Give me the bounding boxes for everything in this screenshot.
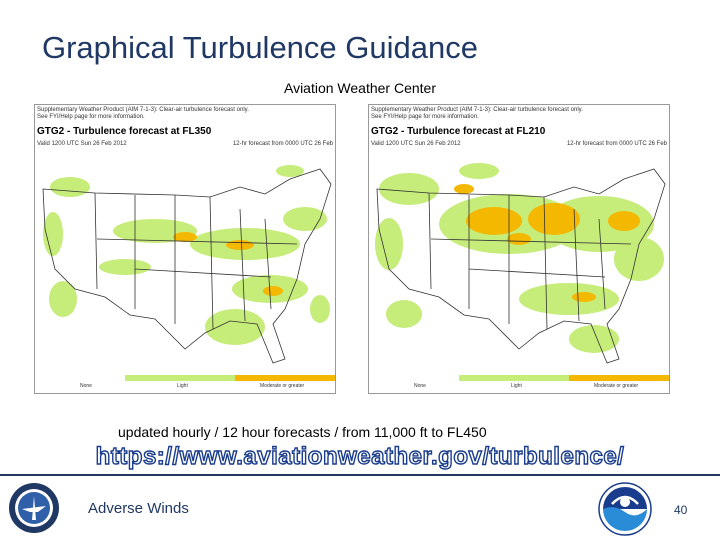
turbulence-map-fl210: Supplementary Weather Product (AIM 7-1-3… [368, 104, 670, 394]
slide-title: Graphical Turbulence Guidance [42, 30, 478, 65]
map-legend: None Light Moderate or greater [369, 375, 669, 393]
legend-none-label: None [414, 383, 426, 389]
page-number: 40 [674, 503, 688, 517]
slide-footer: Adverse Winds 40 [0, 474, 720, 542]
map-forecast-time: 12-hr forecast from 0000 UTC 26 Feb [566, 141, 667, 147]
map-title: GTG2 - Turbulence forecast at FL210 [371, 126, 546, 137]
map-valid-time: Valid 1200 UTC Sun 26 Feb 2012 [371, 141, 461, 147]
map-notice-line1: Supplementary Weather Product (AIM 7-1-3… [371, 107, 583, 113]
legend-light-swatch [125, 375, 235, 381]
legend-moderate-label: Moderate or greater [594, 383, 639, 389]
map-notice-line2: See FYI/Help page for more information. [37, 114, 145, 120]
map-forecast-time: 12-hr forecast from 0000 UTC 26 Feb [232, 141, 333, 147]
map-title: GTG2 - Turbulence forecast at FL350 [37, 126, 212, 137]
noaa-emblem-icon [598, 482, 652, 536]
legend-moderate-label: Moderate or greater [260, 383, 305, 389]
legend-none-label: None [80, 383, 92, 389]
turbulence-map-image [35, 149, 335, 375]
turbulence-map-fl350: Supplementary Weather Product (AIM 7-1-3… [34, 104, 336, 394]
slide-subtitle: Aviation Weather Center [283, 80, 436, 96]
legend-light-label: Light [177, 383, 188, 389]
map-notice-line2: See FYI/Help page for more information. [371, 114, 479, 120]
turbulence-map-image [369, 149, 669, 375]
turbulence-url-link[interactable]: https://www.aviationweather.gov/turbulen… [95, 442, 625, 470]
legend-light-label: Light [511, 383, 522, 389]
legend-moderate-swatch [569, 375, 669, 381]
map-legend: None Light Moderate or greater [35, 375, 335, 393]
legend-moderate-swatch [235, 375, 335, 381]
faa-seal-icon [9, 483, 59, 533]
slide-caption: updated hourly / 12 hour forecasts / fro… [118, 424, 487, 440]
map-notice-line1: Supplementary Weather Product (AIM 7-1-3… [37, 107, 249, 113]
legend-light-swatch [459, 375, 569, 381]
footer-text: Adverse Winds [88, 500, 189, 517]
map-valid-time: Valid 1200 UTC Sun 26 Feb 2012 [37, 141, 127, 147]
